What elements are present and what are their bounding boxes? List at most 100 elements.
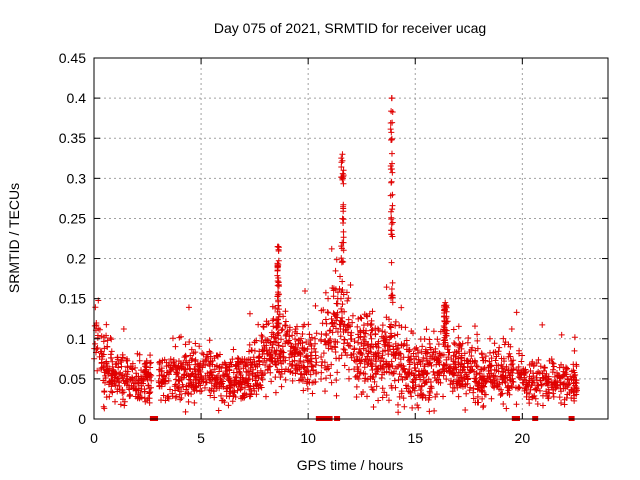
data-point — [259, 333, 266, 340]
data-point — [295, 340, 302, 347]
data-point — [289, 361, 296, 368]
data-point — [369, 366, 376, 373]
data-point — [383, 392, 390, 399]
data-point — [308, 362, 315, 369]
data-point — [353, 353, 360, 360]
data-point — [388, 259, 395, 266]
data-point — [333, 300, 340, 307]
data-point — [480, 404, 487, 411]
data-point — [455, 323, 462, 330]
data-point — [409, 378, 416, 385]
data-point — [345, 366, 352, 373]
data-point — [394, 401, 401, 408]
data-point — [96, 326, 103, 333]
data-point — [468, 353, 475, 360]
data-point — [92, 304, 99, 311]
data-point — [247, 383, 254, 390]
data-point — [355, 331, 362, 338]
data-point — [435, 341, 442, 348]
data-point — [121, 398, 128, 405]
data-point — [206, 386, 213, 393]
data-point — [256, 354, 263, 361]
data-point — [119, 351, 126, 358]
data-point — [304, 385, 311, 392]
data-point — [343, 289, 350, 296]
data-point — [286, 337, 293, 344]
data-point — [185, 380, 192, 387]
data-point — [339, 286, 346, 293]
data-point — [272, 339, 279, 346]
data-point — [375, 397, 382, 404]
data-point — [472, 347, 479, 354]
data-point — [236, 368, 243, 375]
data-point — [420, 391, 427, 398]
data-point — [388, 208, 395, 215]
data-point — [551, 373, 558, 380]
data-point — [503, 363, 510, 370]
data-point — [254, 369, 261, 376]
data-point — [564, 365, 571, 372]
data-point — [106, 365, 113, 372]
data-point — [339, 278, 346, 285]
data-point — [275, 243, 282, 250]
data-point — [329, 319, 336, 326]
data-point — [548, 379, 555, 386]
data-point — [313, 370, 320, 377]
data-point — [146, 399, 153, 406]
data-point — [275, 342, 282, 349]
data-point — [515, 384, 522, 391]
data-point — [222, 364, 229, 371]
data-point — [493, 353, 500, 360]
data-point — [190, 386, 197, 393]
data-point — [372, 370, 379, 377]
data-point — [300, 359, 307, 366]
data-point — [186, 365, 193, 372]
data-point — [300, 387, 307, 394]
data-point — [250, 385, 257, 392]
data-point — [176, 391, 183, 398]
data-point — [192, 361, 199, 368]
data-point — [418, 348, 425, 355]
data-point — [165, 377, 172, 384]
data-point — [295, 350, 302, 357]
data-point — [509, 360, 516, 367]
data-point — [327, 335, 334, 342]
data-point — [381, 389, 388, 396]
data-point — [308, 358, 315, 365]
data-point — [351, 338, 358, 345]
data-point — [480, 402, 487, 409]
data-point — [534, 401, 541, 408]
data-point — [337, 295, 344, 302]
data-point — [339, 176, 346, 183]
data-point — [337, 333, 344, 340]
data-point — [340, 216, 347, 223]
data-point — [409, 330, 416, 337]
data-point — [272, 374, 279, 381]
data-point — [496, 344, 503, 351]
data-point — [406, 366, 413, 373]
data-point — [448, 377, 455, 384]
data-point — [399, 366, 406, 373]
data-point — [459, 340, 466, 347]
data-point — [185, 398, 192, 405]
data-point — [286, 360, 293, 367]
data-point — [486, 374, 493, 381]
data-point — [287, 369, 294, 376]
data-point — [476, 380, 483, 387]
data-point — [370, 351, 377, 358]
data-point — [508, 382, 515, 389]
data-point — [516, 347, 523, 354]
data-point — [208, 380, 215, 387]
data-point — [406, 359, 413, 366]
data-point — [551, 380, 558, 387]
data-point — [435, 356, 442, 363]
data-point — [322, 289, 329, 296]
data-point — [179, 381, 186, 388]
data-point — [133, 370, 140, 377]
data-point — [211, 394, 218, 401]
data-point — [461, 350, 468, 357]
data-point — [345, 321, 352, 328]
data-point — [260, 339, 267, 346]
data-point — [388, 385, 395, 392]
data-point — [368, 327, 375, 334]
